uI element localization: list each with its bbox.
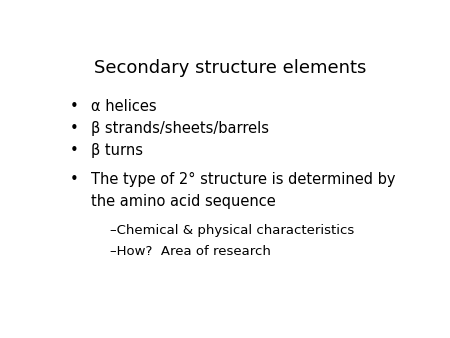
Text: –How?  Area of research: –How? Area of research — [110, 245, 271, 258]
Text: β strands/sheets/barrels: β strands/sheets/barrels — [91, 121, 269, 136]
Text: •: • — [69, 121, 78, 136]
Text: α helices: α helices — [91, 99, 157, 114]
Text: –Chemical & physical characteristics: –Chemical & physical characteristics — [110, 224, 355, 237]
Text: the amino acid sequence: the amino acid sequence — [91, 194, 276, 209]
Text: •: • — [69, 99, 78, 114]
Text: •: • — [69, 143, 78, 159]
Text: Secondary structure elements: Secondary structure elements — [94, 59, 367, 77]
Text: The type of 2° structure is determined by: The type of 2° structure is determined b… — [91, 172, 396, 187]
Text: •: • — [69, 172, 78, 187]
Text: β turns: β turns — [91, 143, 143, 159]
